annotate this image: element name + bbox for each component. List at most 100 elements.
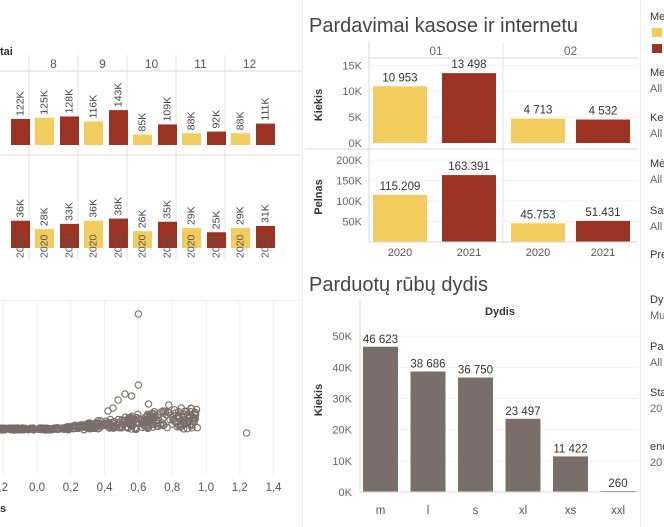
bar-value-label: 10 953 bbox=[382, 72, 417, 84]
column-header: 01 bbox=[429, 44, 443, 58]
scatter-point bbox=[142, 415, 151, 423]
year-label: 2020 bbox=[235, 234, 247, 258]
month-label: 9 bbox=[99, 57, 106, 71]
bar-2020 bbox=[84, 121, 103, 145]
scatter-plot: ,2 0,0 0,2 0,4 0,6 0,8 1,0 1,2 1,4 s bbox=[0, 300, 302, 515]
year-label: 2021 bbox=[15, 234, 27, 258]
bar-pelnas-2020 bbox=[511, 223, 565, 242]
filter-value[interactable]: Mu bbox=[650, 310, 664, 322]
x-tick-label: s bbox=[473, 505, 479, 517]
scatter-point bbox=[187, 404, 196, 413]
filter-label: enc bbox=[650, 441, 664, 453]
size-chart: Dydis Kiekis 50K 40K 30K 20K 10K 0K 46 623 m 38 68… bbox=[313, 300, 638, 517]
filter-value[interactable]: 20 bbox=[650, 457, 663, 469]
filter-value[interactable]: All bbox=[650, 174, 663, 186]
y-tick-label: 50K bbox=[342, 217, 362, 229]
bar-value-label: 4 532 bbox=[589, 106, 618, 118]
bar-kiekis-2021 bbox=[576, 119, 630, 143]
bar-size-xs bbox=[553, 456, 588, 492]
bar-kiekis-2021 bbox=[442, 73, 496, 143]
x-tick-label: 2021 bbox=[591, 247, 615, 259]
filter-value[interactable]: 20 bbox=[650, 403, 663, 415]
x-tick-label: 2020 bbox=[526, 247, 550, 259]
scatter-point bbox=[144, 400, 153, 408]
year-label: 2020 bbox=[186, 234, 198, 258]
bar-value-label: 46 623 bbox=[363, 334, 398, 346]
year-label: 2021 bbox=[211, 234, 223, 258]
scatter-point bbox=[46, 426, 54, 434]
scatter-point bbox=[165, 401, 173, 409]
bar-2021 bbox=[256, 225, 275, 248]
x-tick-label: ,2 bbox=[0, 482, 8, 494]
scatter-point bbox=[17, 425, 26, 434]
scatter-point bbox=[22, 424, 30, 433]
bar-2021 bbox=[158, 221, 177, 248]
bar-value-label: 29K bbox=[235, 206, 247, 225]
scatter-point bbox=[64, 425, 73, 434]
bar-size-s bbox=[458, 377, 493, 492]
bar-2021 bbox=[109, 110, 128, 145]
filter-value[interactable]: All bbox=[650, 83, 663, 95]
bar-value-label: 128K bbox=[64, 89, 76, 114]
bar-2021 bbox=[60, 116, 79, 145]
x-tick-label: 1,2 bbox=[232, 482, 248, 494]
month-label: 12 bbox=[243, 57, 257, 71]
bar-value-label: 45.753 bbox=[520, 209, 555, 221]
scatter-point bbox=[171, 409, 180, 417]
panel-separator bbox=[640, 0, 641, 527]
sales-chart: 01 02 Kiekis Pelnas 15K 10K 5K 0K 200K 150K 100K 50… bbox=[305, 42, 638, 259]
month-label: 10 bbox=[145, 57, 159, 71]
row-label-kiekis: Kiekis bbox=[313, 89, 325, 121]
scatter-point bbox=[132, 419, 140, 427]
scatter-point bbox=[124, 419, 132, 428]
scatter-point bbox=[170, 406, 179, 414]
bar-value-label: 260 bbox=[608, 478, 627, 490]
bar-value-label: 33K bbox=[64, 202, 76, 221]
year-label: 2020 bbox=[39, 234, 51, 258]
scatter-point bbox=[102, 417, 110, 426]
scatter-point bbox=[242, 429, 251, 437]
chart-header: Dydis bbox=[485, 306, 515, 318]
scatter-point bbox=[121, 390, 129, 398]
scatter-point bbox=[156, 420, 165, 429]
scatter-point bbox=[149, 423, 157, 431]
bar-value-label: 36K bbox=[88, 199, 100, 218]
x-tick-label: xxl bbox=[611, 505, 625, 517]
filter-value[interactable]: All bbox=[650, 357, 663, 369]
scatter-point bbox=[166, 415, 174, 424]
x-tick-label: 0,0 bbox=[29, 482, 45, 494]
y-tick-label: 10K bbox=[332, 456, 352, 468]
bar-2020 bbox=[182, 228, 201, 248]
filter-label: Ke bbox=[650, 112, 664, 124]
filter-label: Pre bbox=[650, 249, 664, 261]
bar-pelnas-2021 bbox=[576, 220, 630, 242]
scatter-point bbox=[79, 422, 88, 431]
bar-value-label: 11 422 bbox=[553, 443, 587, 455]
bar-value-label: 116K bbox=[88, 95, 100, 119]
scatter-point bbox=[127, 392, 136, 400]
scatter-point bbox=[187, 421, 195, 430]
bar-2020 bbox=[231, 228, 250, 248]
x-tick-label: 0,2 bbox=[63, 482, 79, 494]
y-tick-label: 10K bbox=[342, 86, 362, 98]
scatter-point bbox=[141, 423, 150, 431]
year-label: 2021 bbox=[260, 234, 272, 258]
row-label-pelnas: Pelnas bbox=[313, 179, 325, 214]
bar-2021 bbox=[158, 124, 177, 145]
bar-2020 bbox=[133, 231, 152, 248]
month-label: 11 bbox=[194, 57, 207, 71]
filter-panel: Me Me All Ke All Mė All Sav All Pre Dy M… bbox=[648, 0, 664, 527]
scatter-point bbox=[133, 417, 141, 426]
bar-size-l bbox=[410, 371, 446, 492]
bar-2021 bbox=[207, 232, 226, 248]
y-tick-label: 0K bbox=[349, 138, 363, 150]
bar-2020 bbox=[182, 133, 201, 145]
filter-value[interactable]: All bbox=[650, 128, 663, 140]
bar-value-label: 29K bbox=[186, 206, 198, 225]
filter-value[interactable]: All bbox=[650, 221, 663, 233]
x-axis-label-fragment: s bbox=[0, 503, 6, 515]
bar-value-label: 38K bbox=[113, 197, 125, 216]
bar-2021 bbox=[11, 118, 30, 145]
bar-value-label: 88K bbox=[235, 112, 247, 131]
bar-2021 bbox=[207, 131, 226, 145]
